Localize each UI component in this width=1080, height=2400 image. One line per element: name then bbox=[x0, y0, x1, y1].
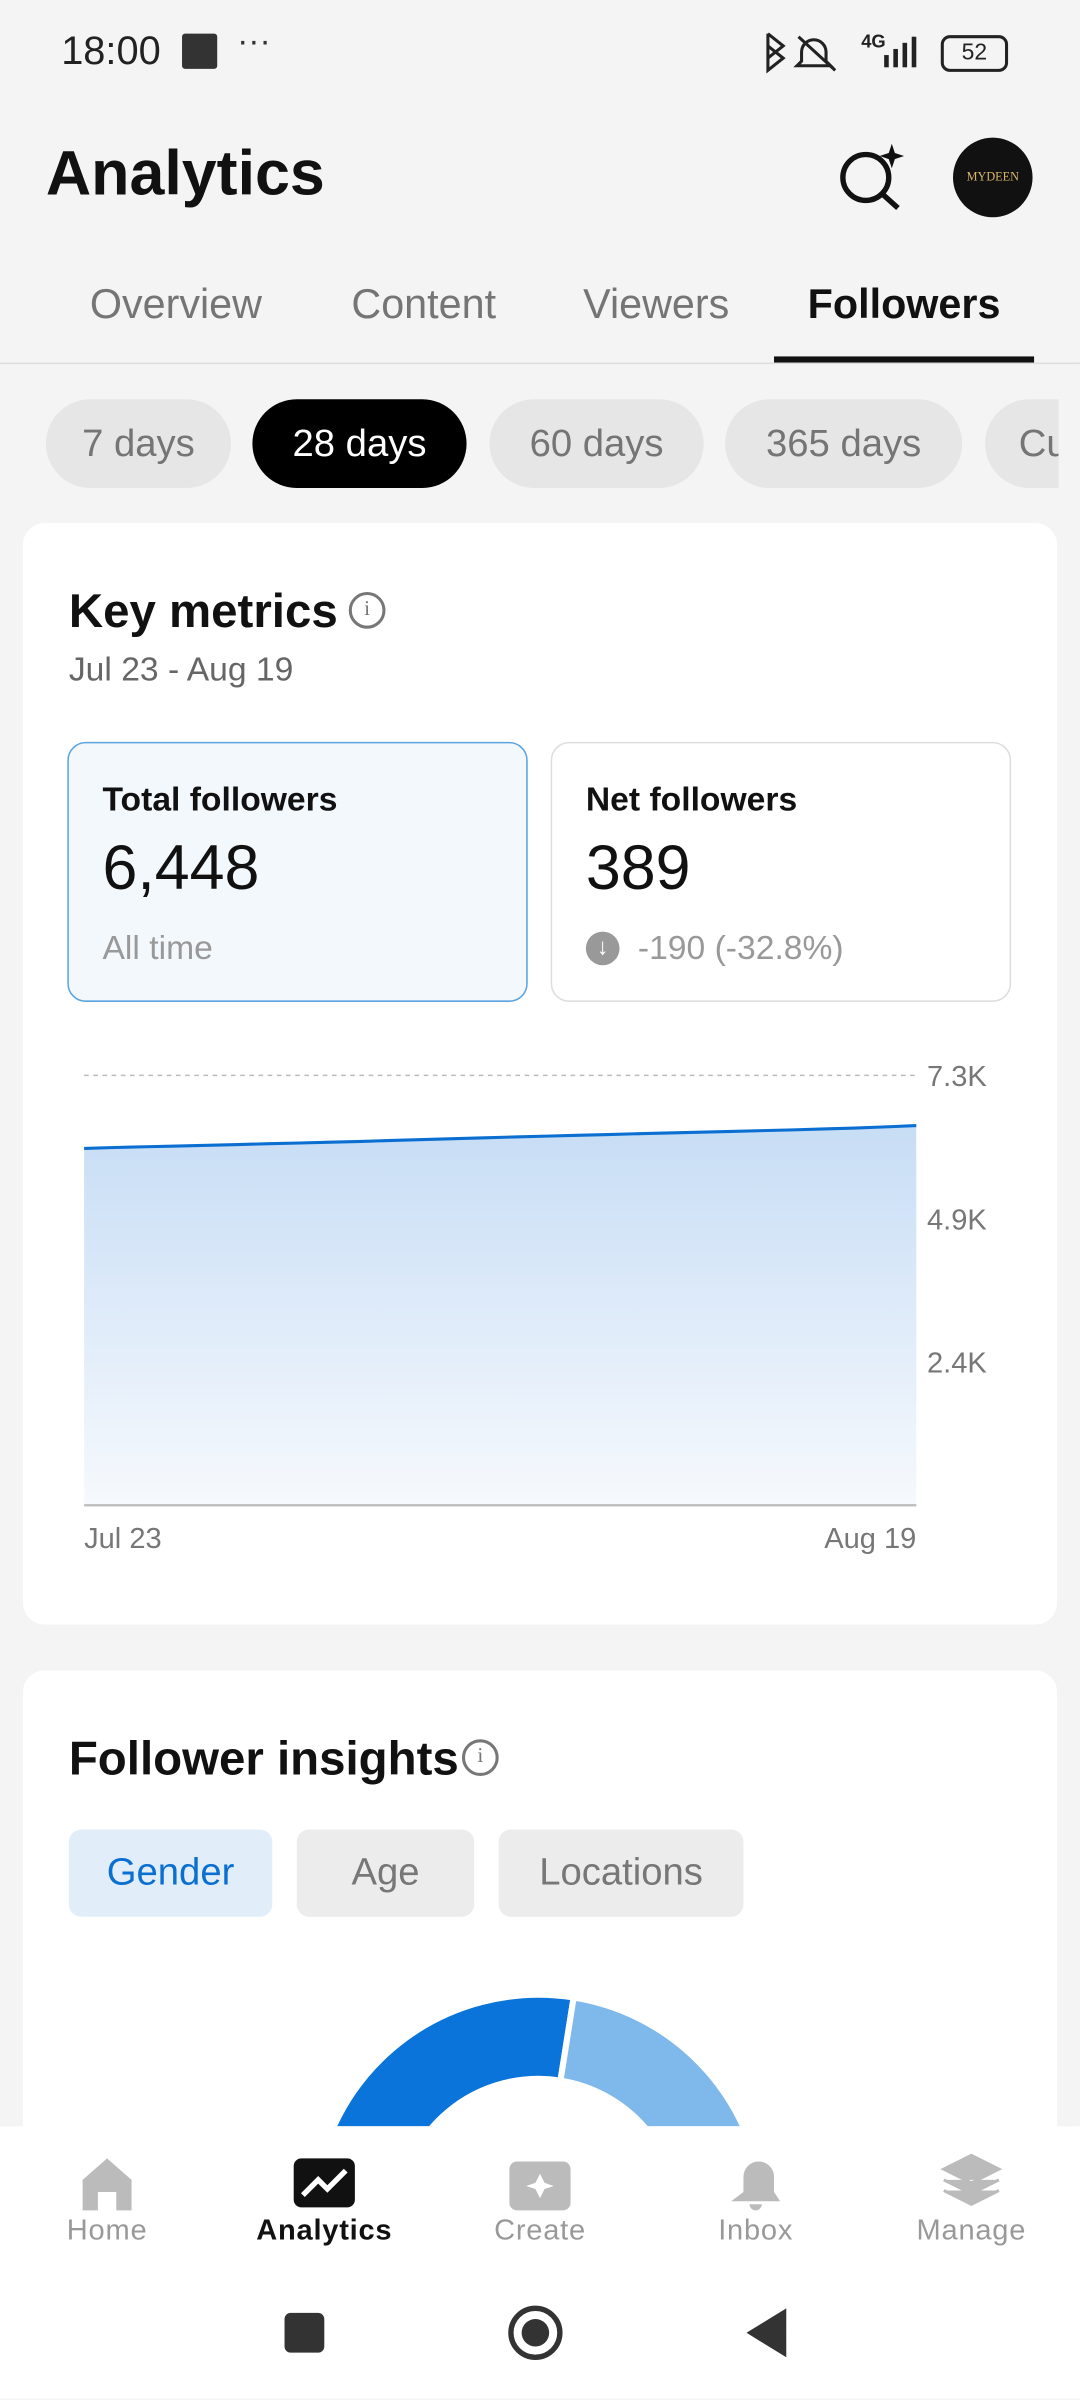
info-icon[interactable]: i bbox=[461, 1739, 499, 1776]
divider bbox=[0, 362, 1080, 365]
down-icon: ↓ bbox=[585, 931, 620, 966]
tab[interactable]: Overview bbox=[89, 281, 262, 328]
nav-icons bbox=[82, 2153, 1003, 2211]
filter[interactable]: Age bbox=[296, 1829, 475, 1917]
y-tick-label: 7.3K bbox=[927, 1061, 987, 1093]
metric-label: Total followers bbox=[102, 780, 338, 819]
nav-item[interactable]: Inbox bbox=[718, 2215, 794, 2248]
tab-active[interactable]: Followers bbox=[807, 281, 1001, 328]
metric-note: -190 (-32.8%) bbox=[637, 928, 844, 967]
y-tick-label: 2.4K bbox=[927, 1348, 987, 1380]
status-time: 18:00 bbox=[61, 27, 161, 74]
metric-card[interactable]: Net followers 389 ↓ -190 (-32.8%) bbox=[550, 741, 1012, 1002]
metric-label: Net followers bbox=[585, 780, 798, 819]
line bbox=[84, 1124, 917, 1150]
section-title: Follower insights bbox=[68, 1731, 459, 1786]
period-chip[interactable]: 7 days bbox=[45, 399, 231, 488]
gender-chart bbox=[330, 1991, 747, 2127]
avatar[interactable]: MYDEEN bbox=[953, 137, 1033, 218]
date-range: Jul 23 - Aug 19 bbox=[68, 650, 294, 689]
page-title: Analytics bbox=[45, 137, 325, 209]
metric-value: 389 bbox=[585, 832, 691, 903]
battery: 52 bbox=[940, 35, 1009, 72]
search-button[interactable] bbox=[834, 141, 910, 211]
y-tick-label: 4.9K bbox=[927, 1204, 987, 1236]
filter-active[interactable]: Gender bbox=[68, 1829, 273, 1917]
status-more: ··· bbox=[237, 21, 271, 60]
donut-segment bbox=[556, 1993, 747, 2127]
area-fill bbox=[84, 1125, 917, 1506]
tab[interactable]: Content bbox=[351, 281, 497, 328]
nav-item[interactable]: Manage bbox=[916, 2215, 1027, 2248]
section-title: Key metrics bbox=[68, 584, 338, 638]
metric-value: 6,448 bbox=[102, 832, 260, 903]
tab[interactable]: Viewers bbox=[583, 281, 730, 328]
period-chip[interactable]: 60 days bbox=[489, 399, 704, 488]
x-tick-label: Aug 19 bbox=[824, 1523, 916, 1555]
metric-note: All time bbox=[102, 928, 213, 967]
nav-item-active[interactable]: Analytics bbox=[256, 2215, 393, 2248]
nav-item[interactable]: Create bbox=[494, 2215, 586, 2248]
nav-item[interactable]: Home bbox=[66, 2215, 148, 2248]
info-icon[interactable]: i bbox=[348, 591, 386, 629]
status-icon bbox=[182, 33, 218, 69]
x-tick-label: Jul 23 bbox=[84, 1523, 162, 1555]
metric-card[interactable]: Total followers 6,448 All time bbox=[67, 741, 528, 1002]
tab-indicator bbox=[774, 356, 1035, 363]
period-chip[interactable]: 365 days bbox=[725, 399, 963, 488]
status-network: 4G bbox=[861, 30, 886, 53]
filter[interactable]: Locations bbox=[498, 1829, 744, 1917]
followers-chart: 2.4K 4.9K 7.3K Jul 23 Aug 19 bbox=[84, 1061, 987, 1555]
donut-segment bbox=[330, 1991, 578, 2127]
status-icons bbox=[766, 32, 917, 74]
period-chip-active[interactable]: 28 days bbox=[252, 399, 467, 488]
system-nav bbox=[284, 2305, 787, 2360]
period-chip[interactable]: Cu bbox=[985, 399, 1059, 488]
